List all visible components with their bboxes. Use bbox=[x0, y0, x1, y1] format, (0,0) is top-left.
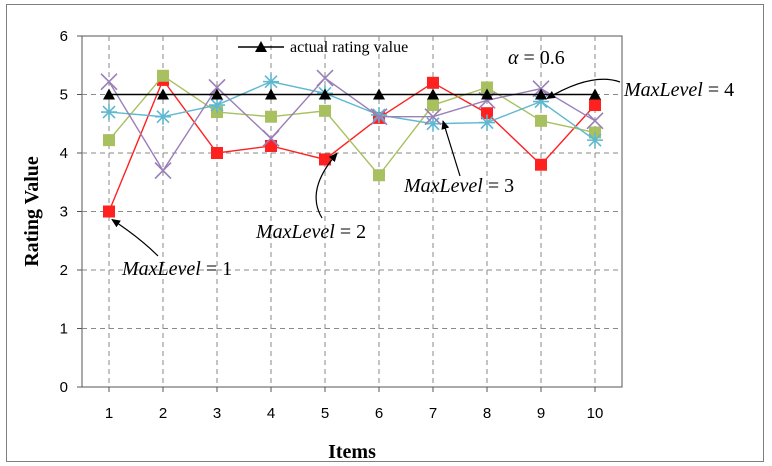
annotation-arrow-4 bbox=[546, 78, 621, 100]
data-point bbox=[316, 69, 334, 87]
data-point bbox=[319, 104, 331, 117]
annotation-arrow-2 bbox=[315, 152, 338, 219]
data-point bbox=[100, 73, 118, 91]
series-actual-rating-value bbox=[103, 88, 601, 100]
data-point bbox=[535, 88, 547, 100]
data-point bbox=[265, 110, 277, 123]
data-point bbox=[157, 69, 169, 82]
annotation-maxlevel-2: MaxLevel = 2 bbox=[255, 221, 366, 243]
data-point bbox=[427, 99, 439, 112]
data-point bbox=[155, 108, 171, 125]
y-tick-label: 1 bbox=[60, 321, 68, 338]
data-point bbox=[535, 158, 547, 171]
data-point bbox=[425, 115, 441, 132]
data-point bbox=[255, 41, 267, 52]
data-point bbox=[427, 88, 439, 100]
chart-frame bbox=[6, 4, 764, 462]
data-point bbox=[157, 88, 169, 100]
y-tick-label: 5 bbox=[60, 87, 68, 104]
annotation-maxlevel-4: MaxLevel = 4 bbox=[623, 79, 734, 101]
annotation-alpha: α = 0.6 bbox=[508, 47, 565, 69]
series-line bbox=[108, 78, 596, 212]
data-point bbox=[103, 134, 115, 147]
series-maxlevel-3 bbox=[101, 73, 603, 149]
y-tick-label: 4 bbox=[60, 145, 68, 162]
data-point bbox=[265, 139, 277, 152]
data-point bbox=[535, 114, 547, 127]
data-point bbox=[427, 76, 439, 89]
annotation-maxlevel-3: MaxLevel = 3 bbox=[403, 175, 514, 197]
annotation-arrow-1 bbox=[111, 218, 159, 257]
x-tick-label: 3 bbox=[213, 405, 221, 422]
series-maxlevel-4 bbox=[100, 69, 604, 180]
y-tick-label: 3 bbox=[60, 204, 68, 221]
x-tick-label: 9 bbox=[537, 405, 545, 422]
legend-label: actual rating value bbox=[290, 39, 408, 56]
y-tick-label: 0 bbox=[60, 379, 68, 396]
data-point bbox=[586, 112, 604, 130]
data-point bbox=[424, 108, 442, 126]
data-point bbox=[373, 88, 385, 100]
annotation-arrow-3 bbox=[441, 120, 461, 177]
data-point bbox=[533, 93, 549, 110]
y-tick-label: 2 bbox=[60, 262, 68, 279]
data-point bbox=[319, 88, 331, 100]
data-point bbox=[262, 129, 280, 147]
x-tick-label: 5 bbox=[321, 405, 329, 422]
series-maxlevel-2 bbox=[103, 69, 601, 182]
data-point bbox=[208, 78, 226, 97]
data-point bbox=[211, 88, 223, 100]
x-tick-label: 8 bbox=[483, 405, 491, 422]
y-tick-label: 6 bbox=[60, 28, 68, 45]
data-point bbox=[319, 153, 331, 166]
x-tick-label: 1 bbox=[105, 405, 113, 422]
data-point bbox=[265, 88, 277, 100]
series-line bbox=[108, 77, 596, 172]
data-point bbox=[103, 205, 115, 218]
x-axis-title: Items bbox=[328, 441, 376, 463]
x-tick-label: 6 bbox=[375, 405, 383, 422]
data-point bbox=[481, 107, 493, 120]
data-point bbox=[371, 106, 387, 123]
x-tick-label: 4 bbox=[267, 405, 275, 422]
annotation-maxlevel-1: MaxLevel = 1 bbox=[121, 258, 232, 280]
data-point bbox=[589, 88, 601, 100]
legend: actual rating value bbox=[238, 39, 408, 56]
data-point bbox=[587, 132, 603, 149]
data-point bbox=[263, 73, 279, 90]
series-maxlevel-1 bbox=[103, 73, 601, 218]
data-point bbox=[481, 81, 493, 94]
data-point bbox=[589, 99, 601, 112]
data-point bbox=[103, 88, 115, 100]
x-tick-label: 10 bbox=[587, 405, 604, 422]
x-tick-label: 7 bbox=[429, 405, 437, 422]
data-point bbox=[370, 108, 388, 126]
data-point bbox=[154, 161, 172, 180]
data-point bbox=[479, 114, 495, 131]
data-point bbox=[101, 104, 117, 121]
data-point bbox=[481, 88, 493, 100]
data-point bbox=[211, 147, 223, 159]
y-axis-title: Rating Value bbox=[21, 156, 43, 267]
x-tick-label: 2 bbox=[159, 405, 167, 422]
data-point bbox=[209, 97, 225, 114]
data-point bbox=[373, 169, 385, 182]
series-line bbox=[108, 80, 596, 141]
series-line bbox=[108, 74, 596, 177]
